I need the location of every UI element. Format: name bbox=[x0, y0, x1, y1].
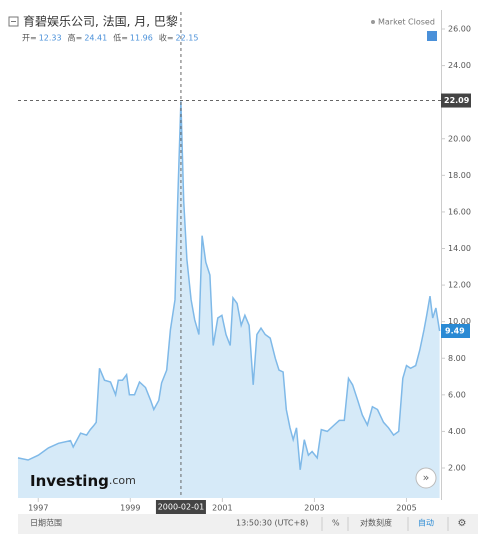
y-tick-label: 12.00 bbox=[448, 281, 471, 290]
y-tick-label: 16.00 bbox=[448, 207, 471, 216]
date-range[interactable]: 日期范围 bbox=[30, 518, 62, 528]
ohlc-label: 开= bbox=[22, 34, 37, 43]
y-tick-label: 8.00 bbox=[448, 354, 466, 363]
x-tick-label: 2003 bbox=[304, 504, 324, 513]
log-toggle[interactable]: 对数刻度 bbox=[360, 518, 392, 528]
logo: Investing.com bbox=[30, 472, 136, 490]
ohlc-value: 12.33 bbox=[39, 34, 62, 43]
ohlc-value: 24.41 bbox=[84, 34, 107, 43]
collapse-icon[interactable] bbox=[8, 16, 19, 27]
logo-brand: Investing bbox=[30, 472, 109, 490]
y-tick-label: 20.00 bbox=[448, 134, 471, 143]
title: 育碧娱乐公司, 法国, 月, 巴黎 bbox=[23, 14, 178, 29]
crosshair-x-box bbox=[155, 500, 206, 514]
auto-toggle[interactable]: 自动 bbox=[418, 518, 434, 528]
toolbar bbox=[18, 514, 478, 534]
y-tick-label: 2.00 bbox=[448, 464, 466, 473]
x-tick-label: 2005 bbox=[396, 504, 416, 513]
last-price-label: 9.49 bbox=[445, 327, 465, 336]
status-dot bbox=[371, 20, 375, 24]
crosshair-x-label: 2000-02-01 bbox=[158, 503, 205, 512]
y-tick-label: 4.00 bbox=[448, 427, 466, 436]
settings-icon[interactable]: ⚙ bbox=[458, 518, 467, 529]
ohlc-value: 11.96 bbox=[130, 34, 153, 43]
info-icon[interactable] bbox=[427, 31, 437, 41]
ohlc: 开= 12.33 高= 24.41 低= 11.96 收= 22.15 bbox=[22, 33, 198, 43]
last-price-box bbox=[441, 324, 470, 339]
scroll-button[interactable] bbox=[415, 467, 437, 489]
y-tick-label: 6.00 bbox=[448, 390, 466, 399]
area bbox=[18, 101, 440, 499]
scroll-icon: » bbox=[423, 471, 430, 484]
crosshair-y-label: 22.09 bbox=[444, 96, 470, 105]
x-tick-label: 2001 bbox=[212, 504, 232, 513]
x-tick-label: 1997 bbox=[28, 504, 48, 513]
y-tick-label: 14.00 bbox=[448, 244, 471, 253]
plot bbox=[17, 101, 441, 499]
percent-toggle[interactable]: % bbox=[332, 519, 340, 528]
crosshair-y-box bbox=[441, 93, 471, 108]
clock: 13:50:30 (UTC+8) bbox=[236, 519, 308, 528]
ohlc-value: 22.15 bbox=[176, 34, 199, 43]
y-tick-label: 18.00 bbox=[448, 171, 471, 180]
ohlc-label: 高= bbox=[68, 33, 83, 43]
y-tick-label: 26.00 bbox=[448, 25, 471, 34]
x-tick-label: 1999 bbox=[120, 504, 140, 513]
line bbox=[17, 101, 441, 470]
ohlc-label: 低= bbox=[113, 33, 128, 43]
market-status: Market Closed bbox=[378, 18, 435, 27]
logo-suffix: .com bbox=[109, 474, 136, 487]
y-tick-label: 24.00 bbox=[448, 61, 471, 70]
ohlc-label: 收= bbox=[159, 33, 174, 43]
y-tick-label: 10.00 bbox=[448, 317, 471, 326]
